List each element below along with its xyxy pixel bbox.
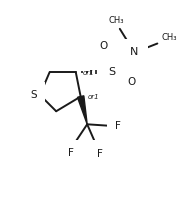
Polygon shape [77, 96, 87, 124]
Text: F: F [68, 148, 74, 158]
Text: or1: or1 [87, 94, 99, 100]
Text: CH₃: CH₃ [109, 16, 124, 25]
Text: or1: or1 [82, 70, 94, 76]
Text: O: O [99, 41, 108, 51]
Text: O: O [127, 77, 135, 87]
Text: S: S [30, 90, 37, 100]
Text: F: F [97, 149, 103, 159]
Text: S: S [108, 67, 115, 77]
Text: CH₃: CH₃ [161, 33, 177, 42]
Text: F: F [115, 121, 121, 131]
Text: N: N [130, 48, 139, 57]
